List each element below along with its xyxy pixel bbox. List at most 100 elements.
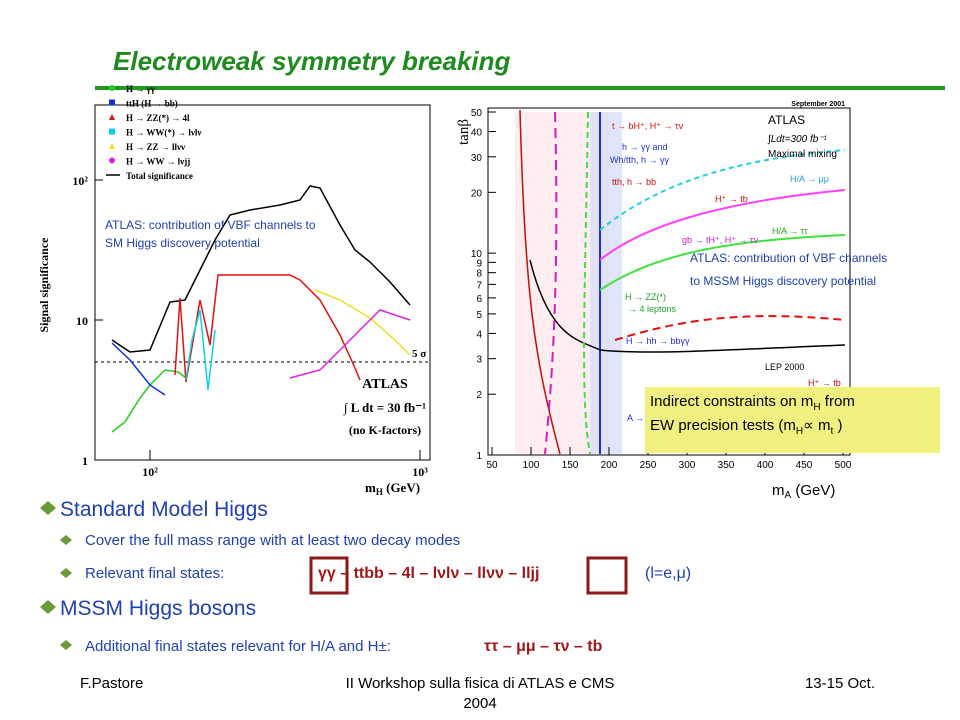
legend-label: ttH (H → bb) <box>126 99 178 109</box>
channel-label: H⁺ → tb <box>715 194 748 204</box>
bullet-icon <box>60 535 72 545</box>
legend-label: H → γγ <box>126 84 156 94</box>
x-tick-label: 450 <box>796 460 813 471</box>
date: September 2001 <box>791 101 845 108</box>
y-tick-label: 10² <box>72 174 88 188</box>
title-rule <box>95 86 945 90</box>
y-tick-label: 6 <box>476 294 482 305</box>
footer-date: 13-15 Oct. <box>805 675 875 692</box>
plot-bg <box>40 100 432 472</box>
legend-marker <box>109 128 115 135</box>
note-part: ∝ m <box>803 417 830 434</box>
x-tick-label: 300 <box>679 460 696 471</box>
x-label-part: (GeV) <box>791 482 835 499</box>
channel-label: t → bH⁺, H⁺ → τν <box>612 121 684 131</box>
final-states: γγ – ttbb – 4l – lνlν – llνν – lljj <box>318 565 539 582</box>
y-tick-label: 10 <box>471 249 483 260</box>
plot-frame <box>487 107 851 456</box>
channel-label: h → γγ and <box>622 142 668 152</box>
cyan-curve <box>599 149 846 231</box>
channel-label: H → ZZ(*) <box>625 292 666 302</box>
legend-marker <box>109 99 115 106</box>
magenta-curve <box>599 189 846 261</box>
curve-zzllvv <box>314 289 411 356</box>
caption: ATLAS: contribution of VBF channels to <box>105 218 316 232</box>
threshold-label: 5 σ <box>412 348 426 360</box>
channel-label: gb → tH⁺, H⁺ → τν <box>682 235 759 245</box>
caption: SM Higgs discovery potential <box>105 236 260 250</box>
highlight-box <box>586 556 628 595</box>
y-tick-label: 8 <box>476 269 482 280</box>
y-tick-label: 10 <box>76 314 88 328</box>
x-tick-label: 10² <box>142 465 158 479</box>
curve-total <box>111 185 411 353</box>
x-label-part: m <box>772 482 785 499</box>
channel-label: A → <box>627 413 644 423</box>
plot-frame <box>94 104 431 461</box>
dashed-curve <box>544 111 558 455</box>
sub-bullet: Relevant final states: <box>85 565 224 582</box>
legend-marker <box>109 114 115 120</box>
note-part: EW precision tests (m <box>650 417 796 434</box>
x-axis-label: mA (GeV) <box>772 482 835 501</box>
y-tick-label: 30 <box>471 153 483 164</box>
sub-bullet: Additional final states relevant for H/A… <box>85 638 391 655</box>
hatch-band <box>590 112 622 454</box>
experiment: ATLAS <box>362 377 408 392</box>
note-line: EW precision tests (mH∝ mt ) <box>650 417 842 437</box>
luminosity: ∫ L dt = 30 fb⁻¹ <box>343 400 426 416</box>
legend-label: H → WW(*) → lνlν <box>126 128 201 138</box>
bullet-icon <box>40 600 56 614</box>
footer-event: 2004 <box>463 695 496 712</box>
y-tick-label: 5 <box>476 310 482 321</box>
x-tick-label: 100 <box>523 460 540 471</box>
lep-curve <box>529 259 846 353</box>
bullet: Standard Model Higgs <box>60 498 268 521</box>
channel-label: H/A → ττ <box>772 226 808 236</box>
y-tick-label: 2 <box>476 390 482 401</box>
channel-label: Wh/tth, h → γγ <box>610 155 670 165</box>
y-axis-label: tanβ <box>456 119 472 145</box>
x-tick-label: 500 <box>835 460 852 471</box>
note-part: from <box>821 393 855 410</box>
footer-event: II Workshop sulla fisica di ATLAS e CMS <box>346 675 615 692</box>
green-dashed <box>583 111 591 455</box>
mixing: Maximal mixing <box>768 149 837 160</box>
curve-tth <box>111 342 166 396</box>
highlight-box <box>309 556 349 595</box>
green-curve <box>599 234 846 291</box>
slide-title: Electroweak symmetry breaking <box>113 46 511 76</box>
note-sub: H <box>796 426 803 437</box>
legend-label: H → ZZ(*) → 4l <box>126 113 190 123</box>
bullet: MSSM Higgs bosons <box>60 597 256 620</box>
red-curve <box>519 109 561 455</box>
note: (no K-factors) <box>349 423 421 437</box>
legend-marker <box>109 143 115 149</box>
x-tick-label: 400 <box>757 460 774 471</box>
y-tick-label: 20 <box>471 188 483 199</box>
legend-label: H → WW → lνjj <box>126 157 190 167</box>
x-tick-label: 10³ <box>412 465 428 479</box>
channel-label: H⁺ → tb <box>808 378 841 388</box>
x-label-part: m <box>365 480 376 495</box>
curve-ww <box>185 309 216 391</box>
y-tick-label: 3 <box>476 355 482 366</box>
lepton-note: (l=e,μ) <box>645 565 691 582</box>
y-tick-label: 9 <box>476 258 482 269</box>
sm-plot: Signal significance mH (GeV) ATLAS: cont… <box>37 84 432 497</box>
note-part: ) <box>833 417 842 434</box>
x-tick-label: 250 <box>640 460 657 471</box>
channel-label: H/A → μμ <box>790 174 829 184</box>
caption: to MSSM Higgs discovery potential <box>690 274 876 288</box>
note-sub: t <box>831 426 834 437</box>
legend-label: Total significance <box>126 171 193 181</box>
x-label-sub: H <box>376 487 383 497</box>
legend-label: H → ZZ → llνν <box>126 142 185 152</box>
y-tick-label: 1 <box>476 451 482 462</box>
y-tick-label: 50 <box>471 108 483 119</box>
bullet-icon <box>60 568 72 578</box>
y-tick-label: 40 <box>471 128 483 139</box>
y-axis-label: Signal significance <box>37 237 51 333</box>
y-tick-label: 4 <box>476 329 482 340</box>
